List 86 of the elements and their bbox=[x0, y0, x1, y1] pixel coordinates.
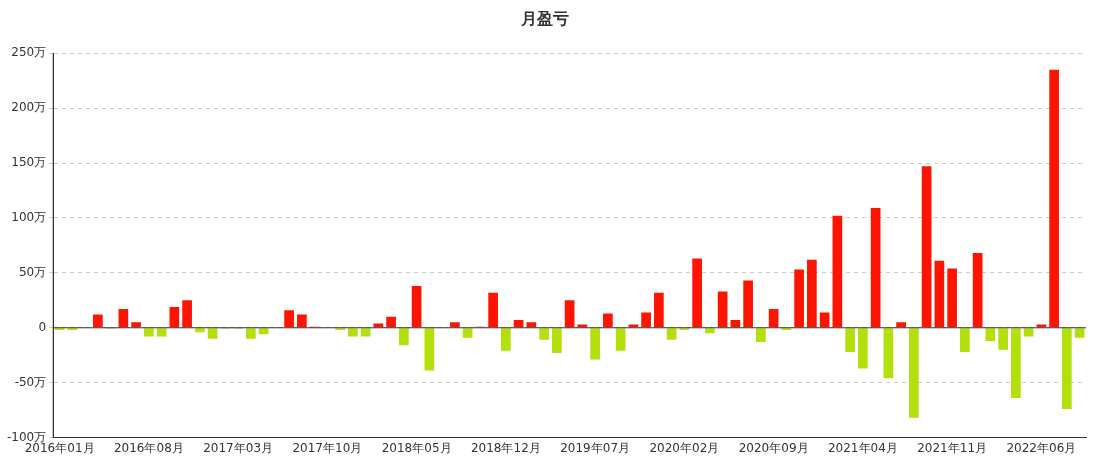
bar bbox=[921, 166, 932, 328]
bar bbox=[985, 328, 996, 341]
x-tick-label: 2016年08月 bbox=[113, 440, 184, 455]
bar bbox=[934, 260, 945, 328]
bar bbox=[552, 328, 562, 354]
bar bbox=[526, 322, 537, 328]
bar bbox=[947, 268, 957, 328]
bar bbox=[195, 328, 205, 333]
bar bbox=[768, 309, 779, 328]
bar bbox=[411, 286, 422, 328]
bar bbox=[717, 291, 728, 328]
bar bbox=[564, 300, 575, 328]
bar bbox=[577, 324, 588, 328]
bar bbox=[156, 328, 167, 337]
bar bbox=[807, 259, 817, 328]
bar bbox=[603, 313, 613, 328]
bar bbox=[513, 320, 524, 328]
bar bbox=[666, 328, 677, 340]
bar bbox=[883, 328, 894, 379]
x-tick-label: 2022年06月 bbox=[1006, 440, 1077, 455]
y-tick-label: 0 bbox=[38, 319, 47, 334]
x-tick-label: 2019年07月 bbox=[560, 440, 631, 455]
bar bbox=[297, 314, 307, 328]
y-tick-label: 100万 bbox=[11, 210, 47, 225]
bar bbox=[131, 322, 141, 328]
chart-title: 月盈亏 bbox=[520, 8, 569, 28]
x-tick-label: 2018年05月 bbox=[381, 440, 452, 455]
bar bbox=[1049, 69, 1059, 328]
bar bbox=[373, 323, 384, 328]
bar bbox=[1062, 328, 1072, 410]
bar bbox=[870, 208, 881, 328]
bar bbox=[284, 310, 294, 328]
bar bbox=[590, 328, 600, 360]
y-tick-label: 200万 bbox=[11, 100, 47, 115]
bar bbox=[1074, 328, 1085, 338]
bar bbox=[246, 328, 256, 339]
x-tick-label: 2017年10月 bbox=[292, 440, 363, 455]
bar bbox=[462, 328, 473, 338]
x-tick-label: 2020年09月 bbox=[738, 440, 809, 455]
bar bbox=[960, 328, 970, 352]
bar bbox=[832, 215, 843, 328]
bar bbox=[399, 328, 409, 346]
bar bbox=[539, 328, 549, 340]
bar bbox=[858, 328, 868, 369]
bar bbox=[756, 328, 766, 343]
bar bbox=[348, 328, 358, 337]
bar bbox=[424, 328, 435, 371]
bar bbox=[845, 328, 855, 352]
bar bbox=[730, 320, 741, 328]
bar bbox=[654, 292, 664, 328]
bar bbox=[692, 258, 702, 328]
bar bbox=[615, 328, 626, 351]
bar bbox=[144, 328, 154, 337]
bar bbox=[909, 328, 919, 418]
bar bbox=[628, 324, 639, 328]
bar bbox=[972, 253, 983, 328]
bar bbox=[258, 328, 269, 335]
bar bbox=[641, 312, 651, 328]
x-tick-label: 2017年03月 bbox=[203, 440, 274, 455]
bar bbox=[705, 328, 715, 334]
bar bbox=[93, 314, 103, 328]
y-tick-label: 250万 bbox=[11, 45, 47, 60]
bar bbox=[207, 328, 218, 339]
bar bbox=[1036, 324, 1047, 328]
y-tick-label: 50万 bbox=[18, 264, 47, 279]
bar bbox=[998, 328, 1008, 350]
bar bbox=[896, 322, 906, 328]
y-tick-label: 150万 bbox=[11, 155, 47, 170]
bar bbox=[488, 292, 498, 328]
x-tick-label: 2020年02月 bbox=[649, 440, 720, 455]
y-tick-label: -50万 bbox=[14, 374, 47, 389]
bar bbox=[501, 328, 511, 351]
bar bbox=[360, 328, 371, 337]
bar bbox=[450, 322, 460, 328]
bar bbox=[169, 306, 180, 328]
bar bbox=[386, 316, 396, 328]
x-tick-label: 2021年04月 bbox=[827, 440, 898, 455]
bar bbox=[118, 309, 129, 328]
x-tick-label: 2021年11月 bbox=[917, 440, 988, 455]
x-tick-label: 2018年12月 bbox=[470, 440, 541, 455]
bar bbox=[1023, 328, 1034, 337]
bar bbox=[182, 300, 192, 328]
bar bbox=[743, 280, 753, 328]
bar bbox=[794, 269, 804, 328]
bar bbox=[819, 312, 830, 328]
bar bbox=[1011, 328, 1021, 399]
